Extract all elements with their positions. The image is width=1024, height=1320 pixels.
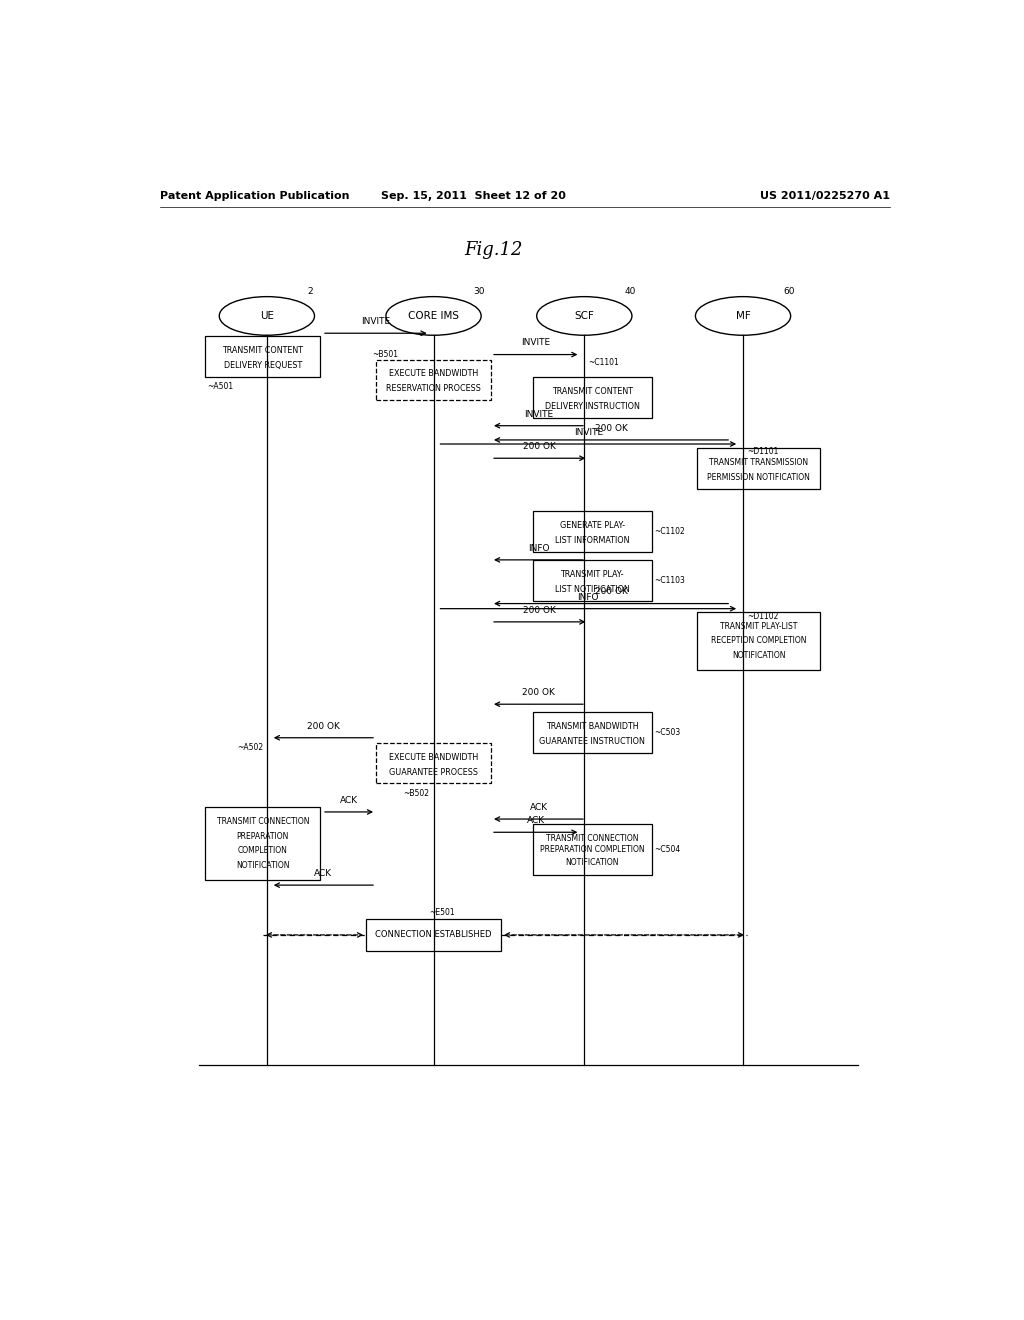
Text: ~C503: ~C503 xyxy=(654,729,680,737)
Text: INVITE: INVITE xyxy=(524,409,553,418)
Text: ~C1101: ~C1101 xyxy=(588,358,620,367)
Text: 200 OK: 200 OK xyxy=(307,722,340,731)
FancyBboxPatch shape xyxy=(532,824,651,875)
FancyBboxPatch shape xyxy=(532,511,651,552)
Text: LIST NOTIFICATION: LIST NOTIFICATION xyxy=(555,585,630,594)
Text: ~B501: ~B501 xyxy=(372,350,398,359)
Text: Fig.12: Fig.12 xyxy=(464,240,522,259)
Text: PERMISSION NOTIFICATION: PERMISSION NOTIFICATION xyxy=(708,473,810,482)
Text: RESERVATION PROCESS: RESERVATION PROCESS xyxy=(386,384,481,393)
Text: 200 OK: 200 OK xyxy=(523,442,556,451)
Text: GUARANTEE PROCESS: GUARANTEE PROCESS xyxy=(389,768,478,776)
FancyBboxPatch shape xyxy=(206,807,321,880)
FancyBboxPatch shape xyxy=(376,743,492,784)
Ellipse shape xyxy=(537,297,632,335)
FancyBboxPatch shape xyxy=(367,919,501,952)
Text: EXECUTE BANDWIDTH: EXECUTE BANDWIDTH xyxy=(389,752,478,762)
Text: UE: UE xyxy=(260,312,273,321)
Text: GENERATE PLAY-: GENERATE PLAY- xyxy=(560,521,625,529)
Text: MF: MF xyxy=(735,312,751,321)
Text: INFO: INFO xyxy=(578,593,599,602)
FancyBboxPatch shape xyxy=(697,611,820,669)
FancyBboxPatch shape xyxy=(532,378,651,417)
FancyBboxPatch shape xyxy=(376,359,492,400)
Text: 200 OK: 200 OK xyxy=(595,424,628,433)
Text: 200 OK: 200 OK xyxy=(522,688,555,697)
Text: ~C1102: ~C1102 xyxy=(654,527,685,536)
Text: ACK: ACK xyxy=(529,803,548,812)
Text: 2: 2 xyxy=(307,286,312,296)
Text: RECEPTION COMPLETION: RECEPTION COMPLETION xyxy=(711,636,807,645)
Text: CONNECTION ESTABLISHED: CONNECTION ESTABLISHED xyxy=(375,931,492,940)
Ellipse shape xyxy=(695,297,791,335)
Text: 30: 30 xyxy=(473,286,485,296)
Text: INVITE: INVITE xyxy=(521,338,550,347)
Text: INVITE: INVITE xyxy=(361,317,390,326)
Text: TRANSMIT CONTENT: TRANSMIT CONTENT xyxy=(552,387,633,396)
Text: DELIVERY INSTRUCTION: DELIVERY INSTRUCTION xyxy=(545,401,640,411)
FancyBboxPatch shape xyxy=(532,560,651,601)
Text: TRANSMIT BANDWIDTH: TRANSMIT BANDWIDTH xyxy=(546,722,639,731)
Text: COMPLETION: COMPLETION xyxy=(238,846,288,855)
Text: ~B502: ~B502 xyxy=(403,788,430,797)
Text: INFO: INFO xyxy=(527,544,549,553)
Text: ~E501: ~E501 xyxy=(430,908,456,916)
Text: US 2011/0225270 A1: US 2011/0225270 A1 xyxy=(760,191,890,201)
Text: PREPARATION: PREPARATION xyxy=(237,832,289,841)
Text: 40: 40 xyxy=(625,286,636,296)
Text: Sep. 15, 2011  Sheet 12 of 20: Sep. 15, 2011 Sheet 12 of 20 xyxy=(381,191,565,201)
Text: DELIVERY REQUEST: DELIVERY REQUEST xyxy=(224,362,302,370)
Text: PREPARATION COMPLETION: PREPARATION COMPLETION xyxy=(540,845,644,854)
Text: ~C504: ~C504 xyxy=(654,845,680,854)
Text: INVITE: INVITE xyxy=(573,428,603,437)
Text: TRANSMIT CONTENT: TRANSMIT CONTENT xyxy=(222,346,303,355)
Text: TRANSMIT PLAY-: TRANSMIT PLAY- xyxy=(560,570,624,578)
Text: EXECUTE BANDWIDTH: EXECUTE BANDWIDTH xyxy=(389,370,478,379)
Text: Patent Application Publication: Patent Application Publication xyxy=(160,191,349,201)
Text: ~D1102: ~D1102 xyxy=(748,611,778,620)
FancyBboxPatch shape xyxy=(532,713,651,752)
Text: ACK: ACK xyxy=(526,816,545,825)
FancyBboxPatch shape xyxy=(697,447,820,488)
Text: 200 OK: 200 OK xyxy=(595,587,628,597)
Text: ACK: ACK xyxy=(340,796,358,805)
Text: TRANSMIT CONNECTION: TRANSMIT CONNECTION xyxy=(217,817,309,826)
Text: ~C1103: ~C1103 xyxy=(654,576,685,585)
Ellipse shape xyxy=(219,297,314,335)
Text: ~A502: ~A502 xyxy=(237,743,263,752)
Text: ACK: ACK xyxy=(314,869,333,878)
Text: TRANSMIT PLAY-LIST: TRANSMIT PLAY-LIST xyxy=(720,622,798,631)
Text: NOTIFICATION: NOTIFICATION xyxy=(732,651,785,660)
Text: GUARANTEE INSTRUCTION: GUARANTEE INSTRUCTION xyxy=(540,737,645,746)
Text: LIST INFORMATION: LIST INFORMATION xyxy=(555,536,630,545)
Text: NOTIFICATION: NOTIFICATION xyxy=(565,858,618,867)
Text: TRANSMIT TRANSMISSION: TRANSMIT TRANSMISSION xyxy=(710,458,809,467)
Text: CORE IMS: CORE IMS xyxy=(408,312,459,321)
Text: ~D1101: ~D1101 xyxy=(748,447,778,455)
Text: TRANSMIT CONNECTION: TRANSMIT CONNECTION xyxy=(546,834,639,843)
Text: SCF: SCF xyxy=(574,312,594,321)
Text: 60: 60 xyxy=(783,286,795,296)
Text: ~A501: ~A501 xyxy=(207,381,233,391)
Ellipse shape xyxy=(386,297,481,335)
Text: 200 OK: 200 OK xyxy=(523,606,556,615)
FancyBboxPatch shape xyxy=(206,337,321,378)
Text: NOTIFICATION: NOTIFICATION xyxy=(237,861,290,870)
